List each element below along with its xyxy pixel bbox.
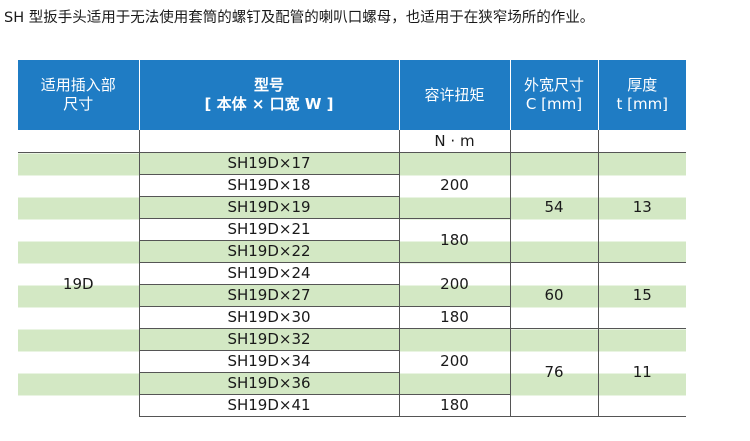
- model-cell: SH19D×30: [138, 306, 400, 329]
- table-row: SH19D×19: [18, 196, 686, 219]
- table-row: SH19D×36: [18, 372, 686, 395]
- model-cell: SH19D×24: [138, 262, 400, 285]
- torque-cell: 200: [399, 262, 511, 307]
- torque-cell: 200: [399, 152, 511, 219]
- table-row: SH19D×18: [18, 174, 686, 197]
- model-cell: SH19D×27: [138, 284, 400, 307]
- header-insert-size-line2: 尺寸: [63, 95, 94, 113]
- header-width-line1: 外宽尺寸: [523, 76, 584, 94]
- header-torque-label: 容许扭矩: [424, 85, 485, 104]
- model-cell: SH19D×34: [138, 350, 400, 373]
- header-thickness-line2: t [mm]: [616, 95, 669, 113]
- unit-empty-cell: [138, 130, 400, 153]
- header-insert-size: 适用插入部 尺寸: [18, 60, 139, 130]
- model-cell: SH19D×17: [138, 152, 400, 175]
- model-cell: SH19D×36: [138, 372, 400, 395]
- unit-empty-cell: [597, 130, 686, 153]
- header-thickness: 厚度 t [mm]: [597, 60, 686, 130]
- table-row: SH19D×21 180: [18, 218, 686, 263]
- table-body: N · m 19D SH19D×17 200 54 13 SH19D×18 SH19D×19…: [18, 130, 686, 417]
- header-model: 型号 [ 本体 × 口宽 W ]: [138, 60, 399, 130]
- width-c-cell: 54: [510, 152, 599, 263]
- width-c-cell: 60: [510, 262, 599, 329]
- table-row: SH19D×22: [18, 240, 686, 263]
- header-insert-size-line1: 适用插入部: [40, 76, 116, 94]
- table-row: 19D SH19D×17 200 54 13: [18, 152, 686, 417]
- unit-row: N · m: [18, 130, 686, 153]
- header-model-line1: 型号: [253, 76, 284, 94]
- model-cell: SH19D×21: [138, 218, 400, 241]
- model-cell: SH19D×41: [138, 394, 400, 417]
- unit-empty-cell: [509, 130, 599, 153]
- model-cell: SH19D×32: [138, 328, 400, 351]
- table-row: SH19D×24 200 60 15: [18, 262, 686, 329]
- header-width-line2: C [mm]: [525, 95, 583, 113]
- model-cell: SH19D×18: [138, 174, 400, 197]
- header-model-line2: [ 本体 × 口宽 W ]: [204, 95, 334, 113]
- insert-size-cell: 19D: [18, 152, 139, 417]
- thickness-t-cell: 15: [598, 262, 686, 329]
- model-cell: SH19D×19: [138, 196, 400, 219]
- torque-cell: 180: [399, 218, 511, 263]
- intro-text: SH 型扳手头适用于无法使用套筒的螺钉及配管的喇叭口螺母，也适用于在狭窄场所的作…: [4, 10, 595, 26]
- header-thickness-line1: 厚度: [627, 76, 658, 94]
- header-width: 外宽尺寸 C [mm]: [509, 60, 598, 130]
- table-row: SH19D×27: [18, 284, 686, 307]
- header-row: 适用插入部 尺寸 型号 [ 本体 × 口宽 W ] 容许扭矩 外宽尺寸 C [m…: [18, 60, 686, 130]
- width-c-cell: 76: [510, 328, 599, 417]
- unit-empty-cell: [18, 130, 140, 153]
- torque-cell: 180: [399, 394, 511, 417]
- model-cell: SH19D×22: [138, 240, 400, 263]
- table-row: SH19D×34: [18, 350, 686, 373]
- table-row: SH19D×32 200 76 11: [18, 328, 686, 417]
- torque-unit: N · m: [398, 130, 511, 153]
- torque-cell: 200: [399, 328, 511, 395]
- table-row: SH19D×30 180: [18, 306, 686, 329]
- spec-table: 适用插入部 尺寸 型号 [ 本体 × 口宽 W ] 容许扭矩 外宽尺寸 C [m…: [18, 60, 686, 417]
- table-row: SH19D×41 180: [18, 394, 686, 417]
- thickness-t-cell: 11: [598, 328, 686, 417]
- thickness-t-cell: 13: [598, 152, 686, 263]
- header-torque: 容许扭矩: [398, 60, 510, 130]
- torque-cell: 180: [399, 306, 511, 329]
